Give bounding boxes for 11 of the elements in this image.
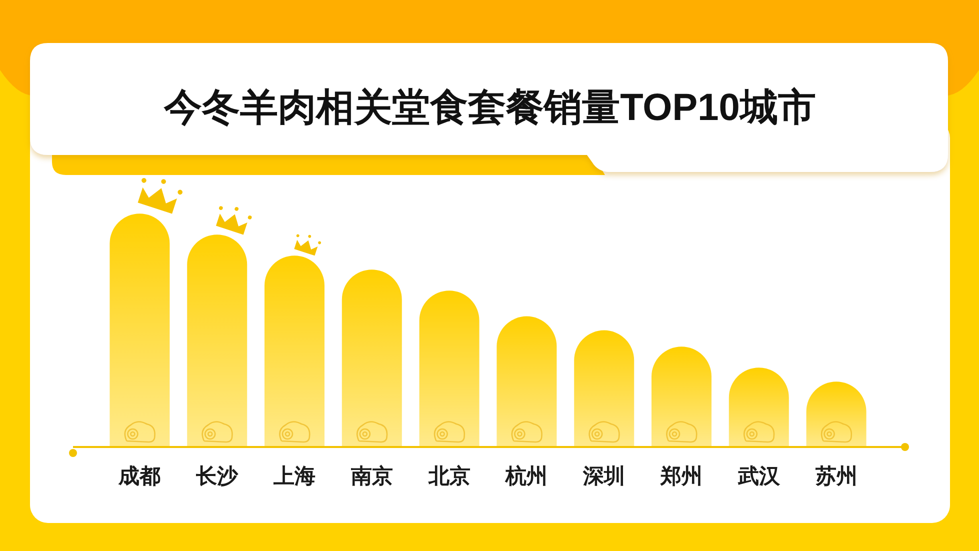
x-tick-label: 深圳 <box>582 465 626 488</box>
x-tick-label: 南京 <box>350 464 393 488</box>
x-tick-label: 上海 <box>272 465 316 488</box>
x-tick-label: 北京 <box>427 464 470 488</box>
x-tick-label: 武汉 <box>736 465 781 488</box>
chart-title: 今冬羊肉相关堂食套餐销量TOP10城市 <box>163 86 816 129</box>
x-tick-label: 苏州 <box>814 465 858 488</box>
x-tick-label: 成都 <box>118 465 161 488</box>
x-tick-label: 郑州 <box>660 465 702 488</box>
x-tick-label: 杭州 <box>504 464 548 488</box>
x-tick-label: 长沙 <box>195 465 240 488</box>
